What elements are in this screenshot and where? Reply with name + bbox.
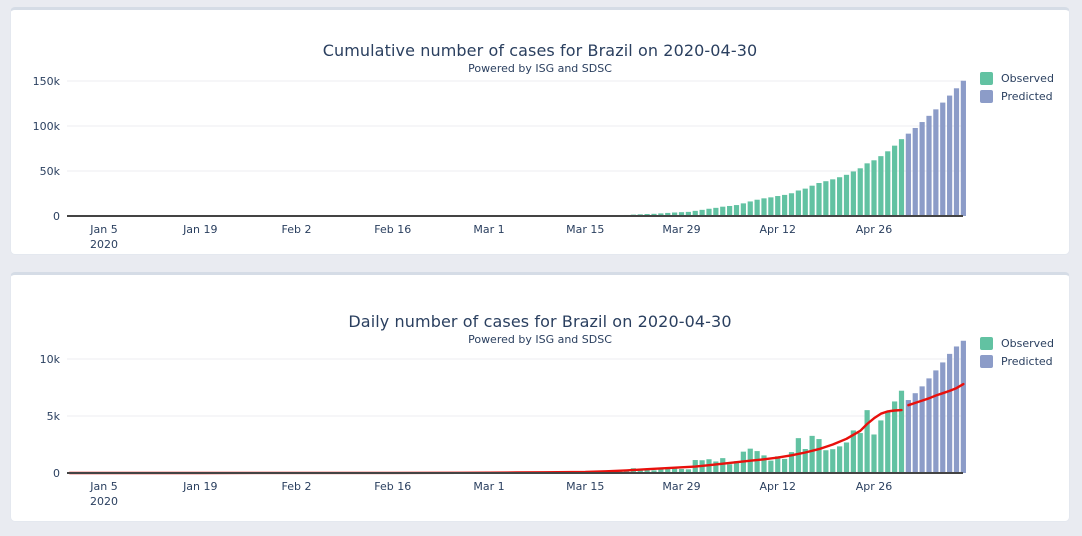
x-axis-tick-labels: Jan 5 2020 Jan 19 Feb 2 Feb 16 Mar 1 Mar 15 Mar… (89, 223, 892, 251)
svg-text:Jan 5: Jan 5 (89, 223, 117, 236)
legend: Observed Predicted (980, 337, 1054, 368)
cumulative-chart-subtitle: Powered by ISG and SDSC (468, 62, 612, 75)
observed-bars[interactable] (555, 390, 905, 474)
observed-bars[interactable] (582, 139, 905, 216)
legend-label-observed: Observed (1001, 72, 1054, 85)
daily-chart-plot[interactable]: 0 5k 10k Jan 5 2020 Jan 19 Feb 2 Feb 16 Mar 1 Ma… (11, 275, 1069, 521)
legend-item-predicted[interactable]: Predicted (980, 90, 1054, 103)
svg-text:Apr 12: Apr 12 (760, 480, 797, 493)
svg-text:100k: 100k (33, 120, 61, 133)
svg-text:2020: 2020 (90, 238, 118, 251)
svg-text:Feb 16: Feb 16 (374, 480, 411, 493)
predicted-swatch-icon (980, 90, 993, 103)
y-axis-tick-labels: 0 5k 10k (40, 353, 61, 480)
svg-text:Mar 15: Mar 15 (566, 480, 604, 493)
predicted-swatch-icon (980, 355, 993, 368)
daily-chart-subtitle: Powered by ISG and SDSC (468, 333, 612, 346)
predicted-bars[interactable] (905, 340, 966, 473)
svg-text:Feb 2: Feb 2 (282, 480, 312, 493)
svg-text:Apr 12: Apr 12 (760, 223, 797, 236)
svg-text:Feb 16: Feb 16 (374, 223, 411, 236)
svg-text:Mar 15: Mar 15 (566, 223, 604, 236)
svg-text:5k: 5k (47, 410, 61, 423)
svg-text:Jan 19: Jan 19 (182, 223, 217, 236)
daily-chart-card: Daily number of cases for Brazil on 2020… (10, 272, 1070, 522)
svg-text:0: 0 (53, 210, 60, 223)
svg-text:0: 0 (53, 467, 60, 480)
gridlines (67, 80, 963, 172)
y-axis-tick-labels: 0 50k 100k 150k (33, 75, 61, 223)
legend-item-predicted[interactable]: Predicted (980, 355, 1054, 368)
legend: Observed Predicted (980, 72, 1054, 103)
svg-text:Feb 2: Feb 2 (282, 223, 312, 236)
legend-item-observed[interactable]: Observed (980, 337, 1054, 350)
observed-swatch-icon (980, 337, 993, 350)
svg-text:2020: 2020 (90, 495, 118, 508)
observed-swatch-icon (980, 72, 993, 85)
cumulative-chart-title: Cumulative number of cases for Brazil on… (322, 41, 758, 60)
svg-text:50k: 50k (40, 165, 61, 178)
x-axis-tick-labels: Jan 5 2020 Jan 19 Feb 2 Feb 16 Mar 1 Mar 15 Mar… (89, 480, 892, 508)
legend-label-observed: Observed (1001, 337, 1054, 350)
legend-item-observed[interactable]: Observed (980, 72, 1054, 85)
svg-text:Apr 26: Apr 26 (856, 480, 893, 493)
svg-text:Mar 29: Mar 29 (662, 223, 700, 236)
trend-line (68, 382, 965, 475)
cumulative-chart-plot[interactable]: 0 50k 100k 150k Jan 5 2020 Jan 19 Feb 2 Feb 16 M… (11, 10, 1069, 254)
svg-text:150k: 150k (33, 75, 61, 88)
legend-label-predicted: Predicted (1001, 90, 1053, 103)
svg-text:Apr 26: Apr 26 (856, 223, 893, 236)
daily-chart-title: Daily number of cases for Brazil on 2020… (348, 312, 732, 331)
svg-text:Jan 19: Jan 19 (182, 480, 217, 493)
legend-label-predicted: Predicted (1001, 355, 1053, 368)
svg-text:Mar 1: Mar 1 (473, 223, 504, 236)
svg-text:Jan 5: Jan 5 (89, 480, 117, 493)
svg-text:10k: 10k (40, 353, 61, 366)
cumulative-chart-card: Cumulative number of cases for Brazil on… (10, 7, 1070, 255)
svg-text:Mar 1: Mar 1 (473, 480, 504, 493)
predicted-bars[interactable] (905, 80, 966, 216)
svg-text:Mar 29: Mar 29 (662, 480, 700, 493)
gridlines (67, 358, 963, 417)
